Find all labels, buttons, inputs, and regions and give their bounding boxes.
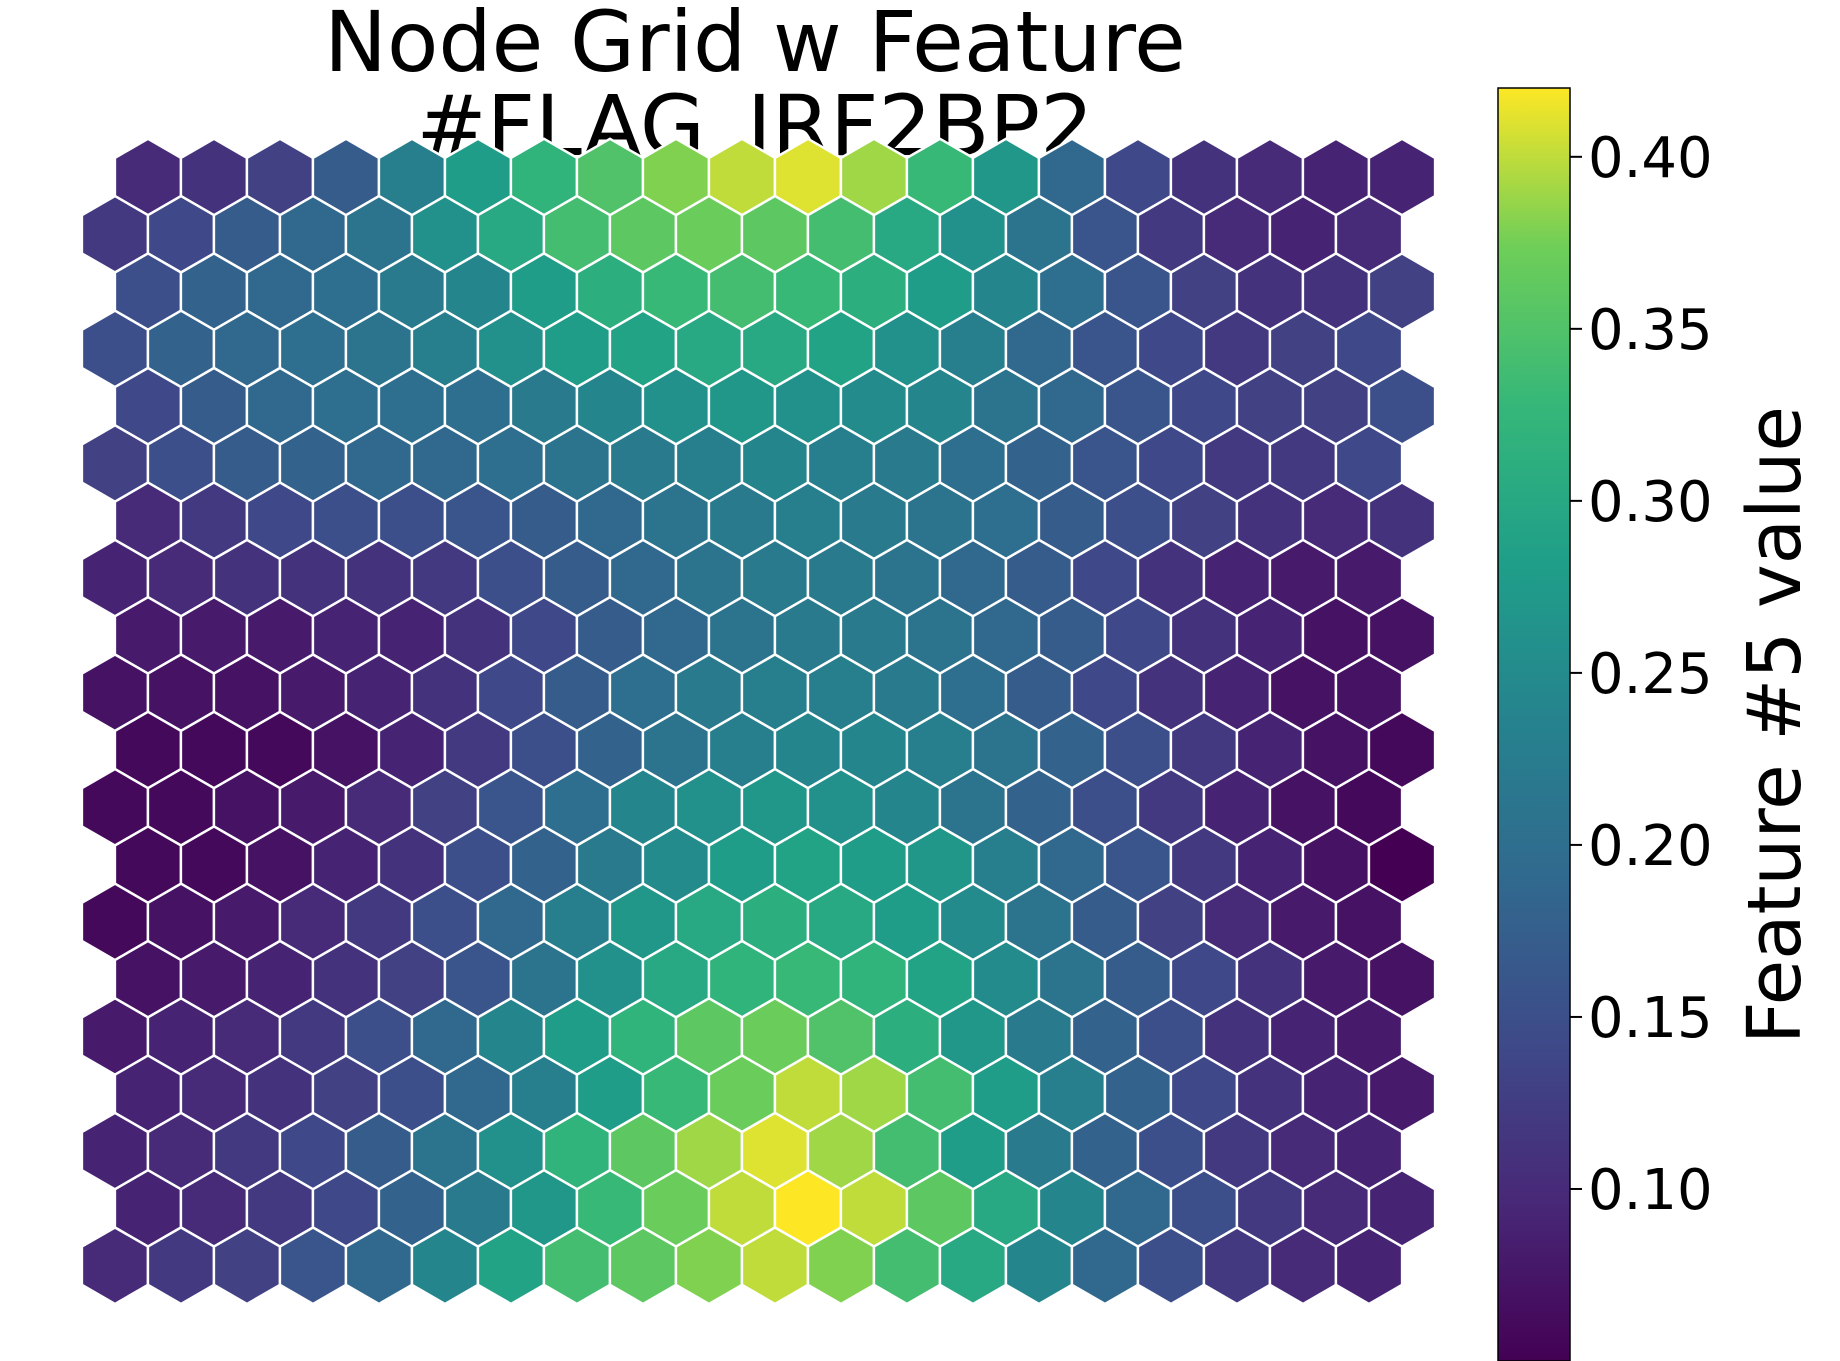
colorbar-tick-label: 0.20 bbox=[1588, 814, 1713, 879]
colorbar-tick-label: 0.30 bbox=[1588, 470, 1713, 535]
colorbar-tick-label: 0.10 bbox=[1588, 1158, 1713, 1223]
colorbar-gradient bbox=[1497, 87, 1571, 1361]
colorbar-tick-label: 0.15 bbox=[1588, 986, 1713, 1051]
colorbar-label: Feature #5 value bbox=[1732, 406, 1818, 1044]
colorbar-tick-label: 0.25 bbox=[1588, 642, 1713, 707]
colorbar-tick-label: 0.35 bbox=[1588, 298, 1713, 363]
hex-node bbox=[1334, 1226, 1404, 1306]
chart-title: Node Grid w Feature #FLAG_IRF2BP2 bbox=[324, 0, 1186, 175]
colorbar: 0.10 0.15 0.20 0.25 0.30 0.35 0.40 bbox=[1497, 87, 1713, 1361]
colorbar-tick-label: 0.40 bbox=[1588, 126, 1713, 191]
hex-grid bbox=[80, 137, 1437, 1306]
